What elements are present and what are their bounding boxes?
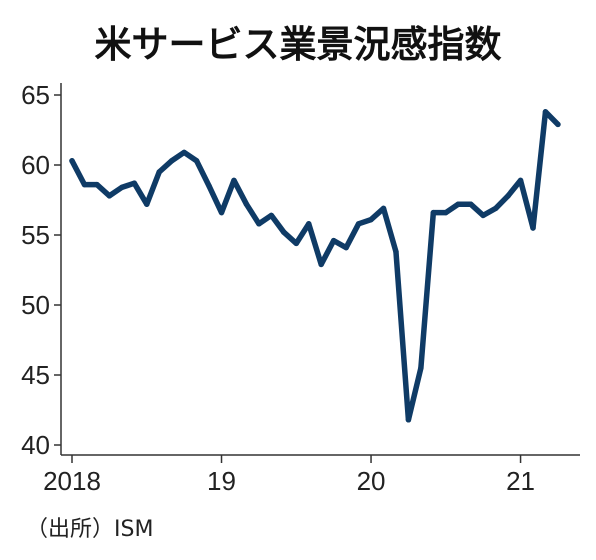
data-point [69,158,75,164]
y-tick-label: 55 [21,220,50,250]
data-point [231,177,237,184]
data-point [206,183,212,189]
data-point [306,221,312,227]
data-point [156,169,162,175]
y-tick-label: 50 [21,290,50,320]
data-point [293,240,299,247]
data-point [168,158,175,164]
y-tick-label: 65 [21,80,50,110]
x-tick-label: 21 [506,466,535,496]
data-point [393,249,399,255]
data-point [256,221,262,227]
x-tick-label: 20 [357,466,386,496]
data-point [243,201,250,207]
x-tick-label: 2018 [43,466,101,496]
data-point [131,180,137,186]
data-point [218,209,225,216]
data-point [106,193,113,199]
y-tick-label: 60 [21,150,50,180]
x-tick-label: 19 [207,466,236,496]
chart-title: 米サービス業景況感指数 [94,23,502,66]
data-point [443,209,449,216]
series-line [69,109,561,423]
data-point [380,205,387,212]
data-point [144,201,150,207]
data-point [418,365,424,371]
data-point [119,184,125,191]
series-group [69,109,561,423]
y-tick-label: 40 [21,430,50,460]
data-point [542,109,549,115]
data-point [430,209,437,216]
data-point [268,212,275,219]
data-point [480,212,486,219]
data-point [517,177,524,184]
data-point [330,237,337,244]
data-point [343,244,349,251]
data-point [193,158,200,164]
axes: 65 60 55 50 45 40 2018 19 20 21 [21,80,580,496]
data-point [455,201,461,207]
data-point [181,149,187,156]
data-point [355,221,362,227]
data-point [530,225,536,231]
source-note: （出所）ISM [26,517,154,542]
data-point [368,216,374,223]
data-point [505,193,511,199]
y-tick-label: 45 [21,360,50,390]
data-point [281,229,287,235]
data-point [468,201,474,207]
data-point [81,181,88,188]
data-point [405,417,412,423]
data-point [555,121,561,128]
data-point [318,261,324,268]
data-point [94,181,100,188]
data-point [492,205,499,212]
